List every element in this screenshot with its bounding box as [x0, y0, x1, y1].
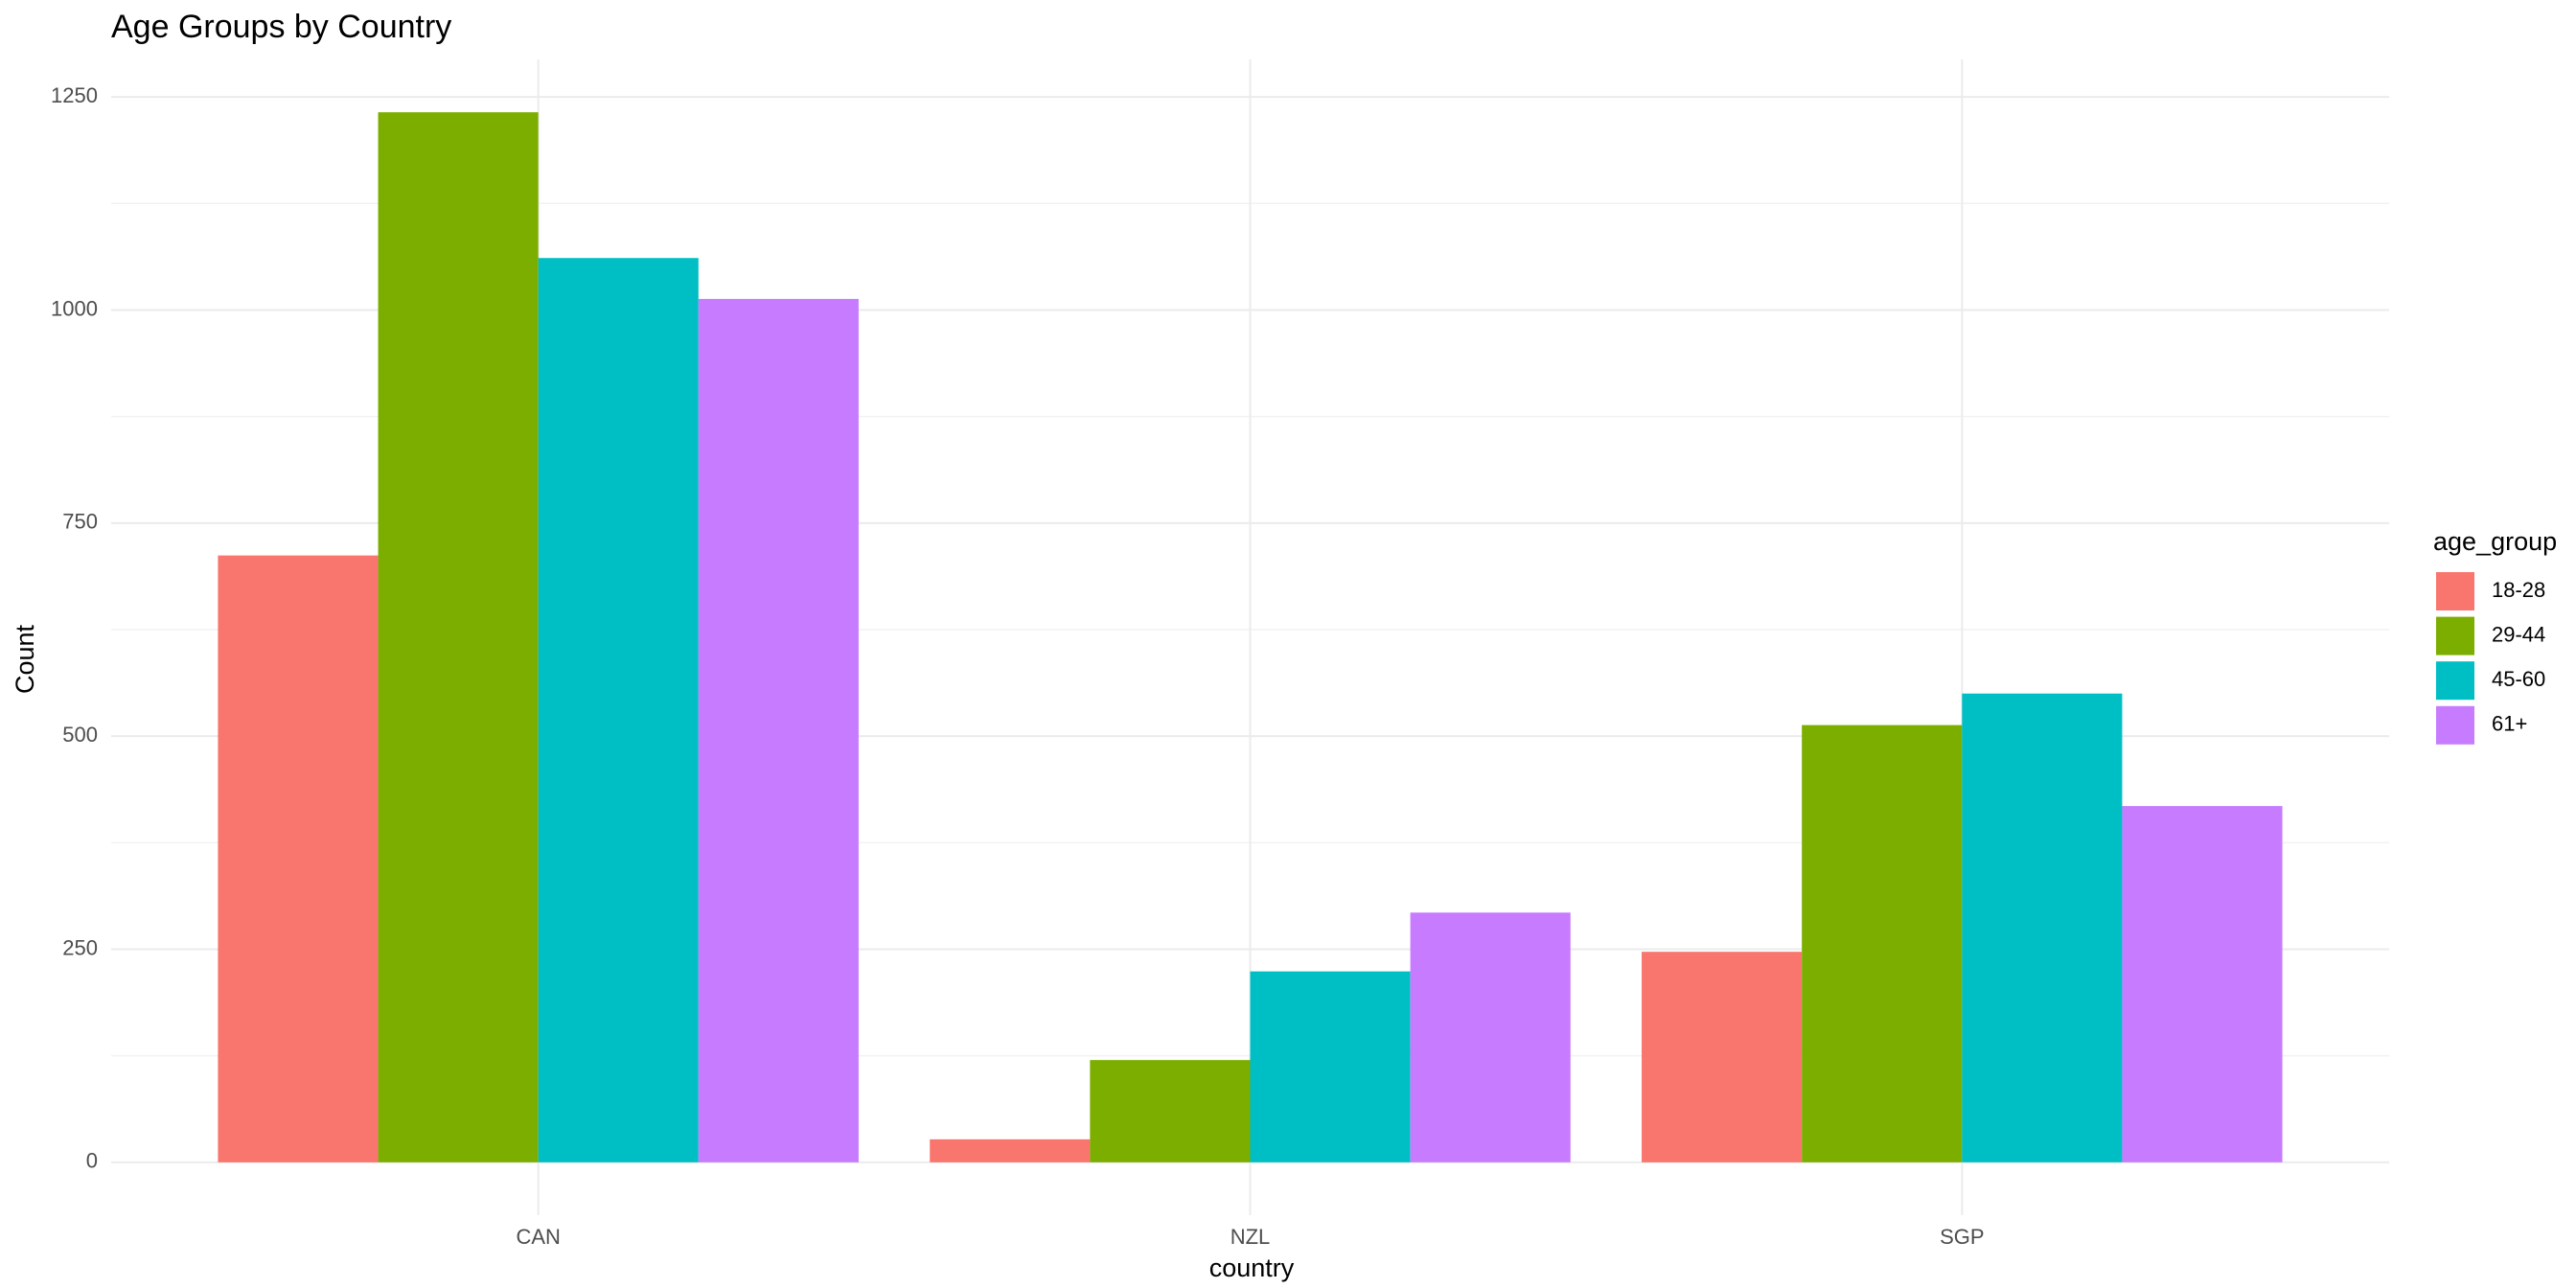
x-tick-label: SGP — [1940, 1225, 1984, 1249]
y-tick-label: 1000 — [51, 296, 98, 320]
chart-title: Age Groups by Country — [111, 9, 451, 45]
bar — [1962, 693, 2123, 1162]
bar — [218, 555, 379, 1162]
bar — [378, 112, 539, 1162]
bar — [1642, 952, 1803, 1162]
legend-label: 29-44 — [2492, 622, 2545, 646]
y-axis-title: Count — [11, 624, 39, 694]
bar — [1250, 971, 1411, 1162]
bar — [1090, 1060, 1251, 1162]
bar — [1802, 724, 1963, 1162]
x-tick-label: NZL — [1230, 1225, 1271, 1249]
y-tick-label: 0 — [86, 1149, 98, 1173]
legend-label: 18-28 — [2492, 578, 2545, 602]
legend-key — [2436, 661, 2474, 701]
x-tick-label: CAN — [516, 1225, 560, 1249]
bar — [698, 298, 859, 1162]
legend-key — [2436, 572, 2474, 610]
y-tick-label: 750 — [62, 510, 98, 534]
x-axis-title: country — [1209, 1254, 1295, 1282]
legend-key — [2436, 705, 2474, 745]
y-tick-label: 500 — [62, 723, 98, 747]
bar — [930, 1138, 1091, 1162]
legend-title: age_group — [2433, 527, 2557, 556]
bar — [538, 258, 699, 1162]
bar — [2122, 806, 2283, 1162]
legend-label: 45-60 — [2492, 667, 2545, 691]
y-tick-label: 250 — [62, 935, 98, 959]
legend-label: 61+ — [2492, 712, 2527, 736]
legend-key — [2436, 616, 2474, 656]
bar — [1410, 912, 1571, 1162]
y-tick-label: 1250 — [51, 83, 98, 107]
